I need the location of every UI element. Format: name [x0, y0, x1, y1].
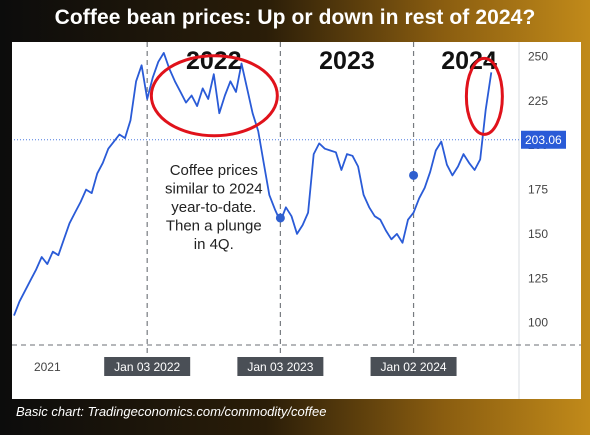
- year-label: 2023: [319, 47, 375, 75]
- y-tick-label: 125: [528, 271, 548, 285]
- y-tick-label: 250: [528, 49, 548, 63]
- annotation-line: year-to-date.: [171, 199, 256, 216]
- current-price-label: 203.06: [525, 133, 562, 147]
- source-credit: Basic chart: Tradingeconomics.com/commod…: [16, 404, 327, 419]
- annotation-line: Then a plunge: [166, 218, 262, 235]
- price-marker: [409, 170, 419, 180]
- price-tag-box: [521, 130, 566, 149]
- annotation-line: in 4Q.: [194, 236, 234, 253]
- highlight-circle-2024: [464, 56, 504, 136]
- annotation-line: Coffee prices: [170, 162, 258, 179]
- y-tick-label: 225: [528, 94, 548, 108]
- x-date-tag: [237, 357, 324, 376]
- price-series-line: [13, 52, 493, 316]
- x-tick-label: Jan 03 2022: [114, 360, 180, 374]
- year-label: 2024: [441, 47, 497, 75]
- headline: Coffee bean prices: Up or down in rest o…: [54, 6, 536, 29]
- y-tick-label: 100: [528, 316, 548, 330]
- y-tick-label: 150: [528, 227, 548, 241]
- highlight-circle-2022: [149, 54, 279, 138]
- x-date-tag: [104, 357, 191, 376]
- y-tick-label: 175: [528, 183, 548, 197]
- x-date-tag: [370, 357, 457, 376]
- x-tick-label: Jan 02 2024: [381, 360, 447, 374]
- price-marker: [275, 213, 285, 223]
- year-label: 2022: [186, 47, 242, 75]
- x-tick-label: Jan 03 2023: [247, 360, 313, 374]
- x-tick-label: 2021: [34, 360, 61, 374]
- annotation-line: similar to 2024: [165, 181, 263, 198]
